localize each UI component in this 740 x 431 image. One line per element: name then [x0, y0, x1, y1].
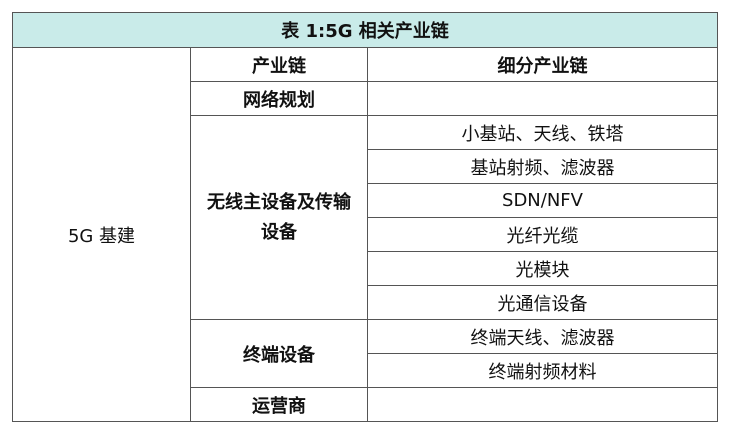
sub-chain-cell: 小基站、天线、铁塔 — [367, 115, 718, 150]
table-title: 表 1:5G 相关产业链 — [12, 12, 718, 48]
group-name: 网络规划 — [190, 81, 368, 116]
sub-chain-cell: SDN/NFV — [367, 183, 718, 218]
sub-chain-cell — [367, 81, 718, 116]
sub-chain-cell: 光模块 — [367, 251, 718, 286]
group-name: 运营商 — [190, 387, 368, 422]
sub-chain-cell: 光纤光缆 — [367, 217, 718, 252]
sub-chain-cell: 终端天线、滤波器 — [367, 319, 718, 354]
industry-chain-table: 表 1:5G 相关产业链 5G 基建 产业链 细分产业链 网络规划 无线主设备及… — [12, 12, 718, 422]
header-chain: 产业链 — [190, 47, 368, 82]
sub-chain-cell: 光通信设备 — [367, 285, 718, 320]
group-name: 终端设备 — [190, 319, 368, 388]
category-cell: 5G 基建 — [12, 47, 191, 422]
header-sub-chain: 细分产业链 — [367, 47, 718, 82]
sub-chain-cell: 基站射频、滤波器 — [367, 149, 718, 184]
sub-chain-cell — [367, 387, 718, 422]
group-name: 无线主设备及传输设备 — [190, 115, 368, 320]
sub-chain-cell: 终端射频材料 — [367, 353, 718, 388]
